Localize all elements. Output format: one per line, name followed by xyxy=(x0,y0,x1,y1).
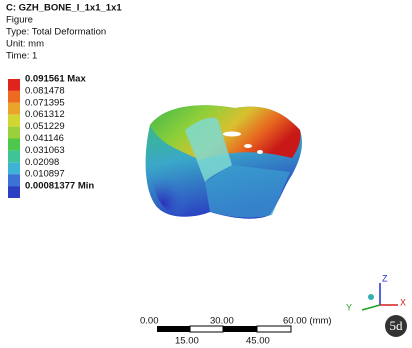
legend-swatch xyxy=(8,174,20,186)
legend-label: 0.071395 xyxy=(25,97,65,108)
legend-label: 0.061312 xyxy=(25,109,65,120)
model xyxy=(146,105,302,218)
scale-label: 60.00 (mm) xyxy=(283,316,332,327)
legend-label: 0.010897 xyxy=(25,169,65,180)
scale-label: 0.00 xyxy=(140,316,159,327)
title: C: GZH_BONE_I_1x1_1x1 xyxy=(6,3,122,14)
logo: 5d xyxy=(390,318,404,333)
legend-label: 0.031063 xyxy=(25,145,65,156)
axis-label: Y xyxy=(346,302,352,312)
legend-swatch xyxy=(8,127,20,139)
info-line: Time: 1 xyxy=(6,51,37,62)
legend: 0.091561 Max0.0814780.0713950.0613120.05… xyxy=(8,74,94,198)
info-line: Figure xyxy=(6,15,33,26)
legend-label: 0.00081377 Min xyxy=(25,181,94,192)
legend-swatch xyxy=(8,103,20,115)
scale-label: 30.00 xyxy=(210,316,234,327)
axis-label: X xyxy=(400,297,406,307)
legend-label: 0.02098 xyxy=(25,157,59,168)
legend-swatch xyxy=(8,150,20,162)
legend-swatch xyxy=(8,186,20,198)
legend-label: 0.041146 xyxy=(25,133,64,144)
legend-label: 0.081478 xyxy=(25,85,65,96)
legend-swatch xyxy=(8,139,20,151)
info-line: Type: Total Deformation xyxy=(6,27,106,38)
legend-swatch xyxy=(8,79,20,91)
legend-swatch xyxy=(8,115,20,127)
legend-swatch xyxy=(8,91,20,103)
info-line: Unit: mm xyxy=(6,39,44,50)
axis-label: Z xyxy=(382,273,388,283)
triad xyxy=(362,283,398,310)
scale-bar xyxy=(157,326,291,332)
scale-label: 15.00 xyxy=(175,336,199,347)
scale-label: 45.00 xyxy=(246,336,270,347)
legend-label: 0.051229 xyxy=(25,121,65,132)
screen: C: GZH_BONE_I_1x1_1x1 Figure Type: Total… xyxy=(0,0,412,348)
legend-swatch xyxy=(8,162,20,174)
legend-label: 0.091561 Max xyxy=(25,74,86,85)
